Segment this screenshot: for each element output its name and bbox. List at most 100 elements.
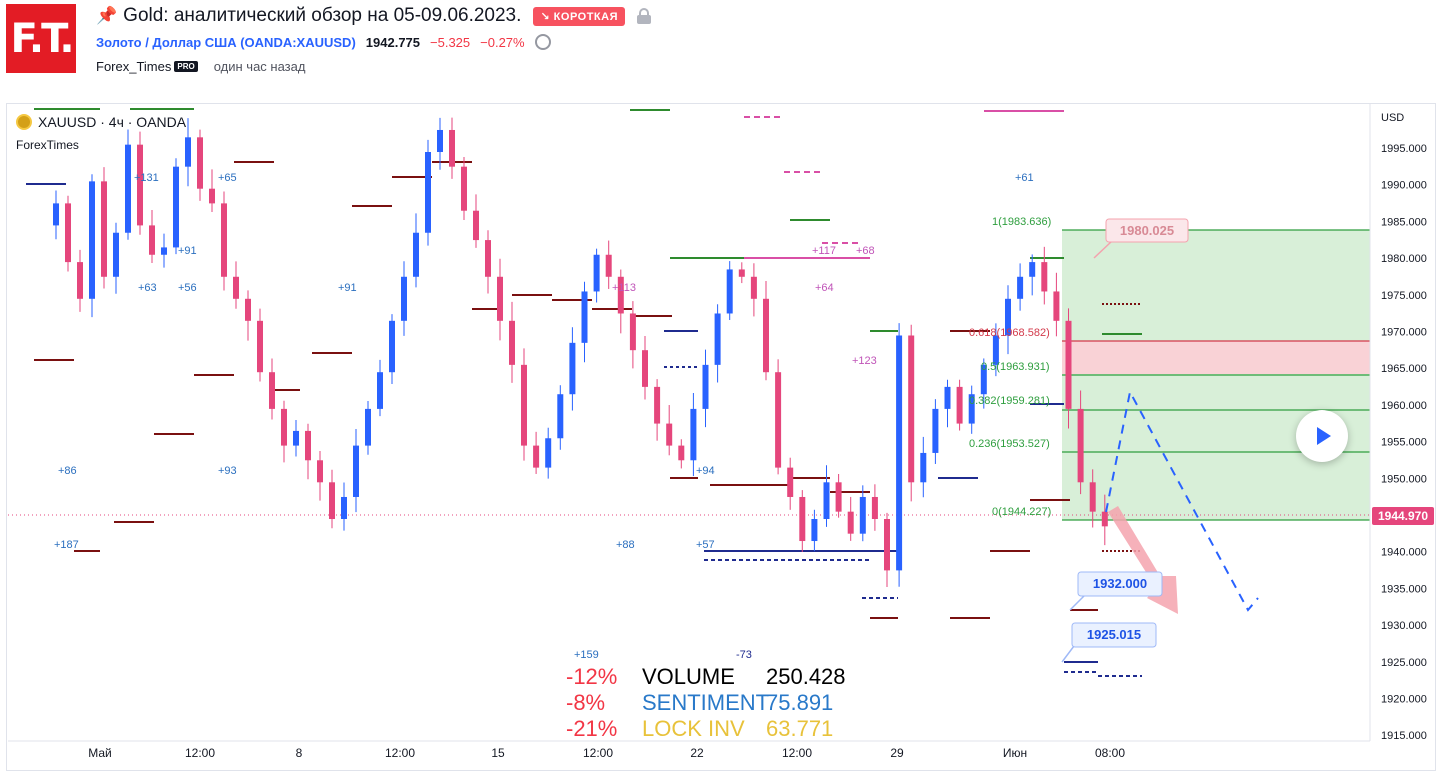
candle-body: [425, 152, 431, 233]
candle-body: [775, 372, 782, 468]
idea-header: F.T. 📌 Gold: аналитический обзор на 05-0…: [0, 0, 1441, 102]
y-tick-label: 1940.000: [1381, 547, 1427, 559]
y-tick-label: 1970.000: [1381, 327, 1427, 339]
bar-annotation: +187: [54, 539, 79, 551]
candle-body: [365, 408, 371, 446]
chart-area[interactable]: [6, 103, 1436, 771]
candle-body: [835, 482, 842, 512]
fib-label-236: 0.236(1953.527): [969, 438, 1050, 450]
x-tick-label: 08:00: [1095, 746, 1125, 760]
candle-body: [209, 188, 215, 204]
x-tick-label: 12:00: [185, 746, 215, 760]
x-tick-label: 8: [296, 746, 303, 760]
candle-body: [823, 482, 830, 519]
candle-body: [750, 276, 757, 299]
candle-body: [221, 203, 227, 277]
candle-body: [811, 519, 818, 542]
alarm-clock-icon[interactable]: [534, 34, 551, 50]
symbol-link[interactable]: Золото / Доллар США (OANDA:XAUUSD): [96, 34, 356, 50]
candle-body: [690, 408, 697, 461]
candle-body: [944, 386, 951, 409]
candle-body: [629, 313, 636, 351]
candle-body: [847, 511, 854, 534]
stat-pct: -12%: [566, 664, 618, 689]
callout-mid[interactable]: [1077, 571, 1163, 597]
stat-pct: -8%: [566, 690, 606, 715]
resistance-zone: [1062, 341, 1370, 374]
bar-annotation: +159: [574, 649, 599, 661]
candle-body: [605, 254, 612, 277]
candle-body: [533, 445, 540, 468]
candle-body: [233, 276, 239, 299]
candle-body: [509, 320, 515, 365]
stats-panel: -12% VOLUME 250.428 -8% SENTIMENT 75.891…: [566, 664, 846, 742]
play-button[interactable]: [1296, 410, 1348, 462]
callout-low[interactable]: [1071, 622, 1157, 648]
stat-label: LOCK INV: [642, 716, 745, 741]
candle-body: [113, 232, 119, 277]
bar-annotation: +64: [815, 282, 834, 294]
candle-body: [257, 320, 263, 373]
pin-icon: 📌: [96, 6, 118, 25]
candle-body: [77, 262, 83, 299]
candle-body: [545, 438, 552, 468]
y-tick-label: 1920.000: [1381, 694, 1427, 706]
y-tick-label: 1975.000: [1381, 290, 1427, 302]
candle-body: [377, 372, 383, 409]
forecast-path: [1105, 389, 1259, 612]
candle-body: [485, 240, 491, 277]
author-name[interactable]: Forex_Times: [96, 58, 172, 74]
bar-annotation: +88: [616, 539, 635, 551]
candle-body: [413, 232, 419, 277]
candle-body: [992, 335, 999, 365]
lock-icon: [636, 8, 651, 24]
candle-body: [787, 467, 794, 497]
candle-body: [569, 342, 576, 395]
published-time: один час назад: [213, 58, 306, 74]
time-axis[interactable]: Май 12:00 8 12:00 15 12:00 22 12:00 29 Июн 08:00: [88, 746, 1125, 760]
y-tick-label: 1925.000: [1381, 657, 1427, 669]
candle-body: [859, 496, 866, 534]
bar-annotation: +63: [138, 282, 157, 294]
fib-label-618: 0.618(1968.582): [969, 327, 1050, 339]
callout-top[interactable]: [1105, 218, 1189, 243]
candle-body: [678, 445, 685, 461]
x-tick-label: 12:00: [782, 746, 812, 760]
price-change-pct: −0.27%: [480, 34, 525, 50]
candle-body: [89, 181, 95, 299]
price-axis[interactable]: 1995.000 1990.000 1985.000 1980.000 1975.000…: [1381, 143, 1427, 742]
candle-body: [245, 298, 251, 321]
bar-annotation: +68: [856, 245, 875, 257]
down-arrow: [1108, 506, 1178, 614]
candle-body: [329, 482, 335, 519]
y-tick-label: 1980.000: [1381, 253, 1427, 265]
bar-annotation: +91: [178, 245, 197, 257]
candle-body: [593, 254, 600, 292]
x-tick-label: 22: [690, 746, 704, 760]
bar-annotation: +93: [218, 465, 237, 477]
stat-pct: -21%: [566, 716, 618, 741]
legend-author: ForexTimes: [16, 138, 79, 152]
candle-body: [932, 408, 939, 453]
x-tick-label: 15: [491, 746, 505, 760]
symbol-row: Золото / Доллар США (OANDA:XAUUSD) 1942.…: [96, 34, 551, 50]
candle-body: [968, 394, 975, 424]
candle-body: [666, 423, 673, 446]
stat-value: 75.891: [766, 690, 834, 715]
stat-label: VOLUME: [642, 664, 735, 689]
bar-annotation: +91: [338, 282, 357, 294]
svg-text:1932.000: 1932.000: [1093, 576, 1147, 591]
y-tick-label: 1960.000: [1381, 400, 1427, 412]
candle-body: [173, 166, 179, 248]
candle-body: [125, 144, 131, 233]
bar-annotation: +117: [812, 245, 836, 257]
candle-body: [557, 394, 564, 439]
author-logo[interactable]: F.T.: [6, 4, 76, 73]
chart-legend[interactable]: XAUUSD · 4ч · OANDA: [16, 114, 186, 130]
x-tick-label: 12:00: [583, 746, 613, 760]
candle-body: [871, 496, 878, 519]
candle-body: [53, 203, 59, 226]
fib-label-0: 0(1944.227): [992, 506, 1051, 518]
candle-body: [763, 298, 769, 373]
